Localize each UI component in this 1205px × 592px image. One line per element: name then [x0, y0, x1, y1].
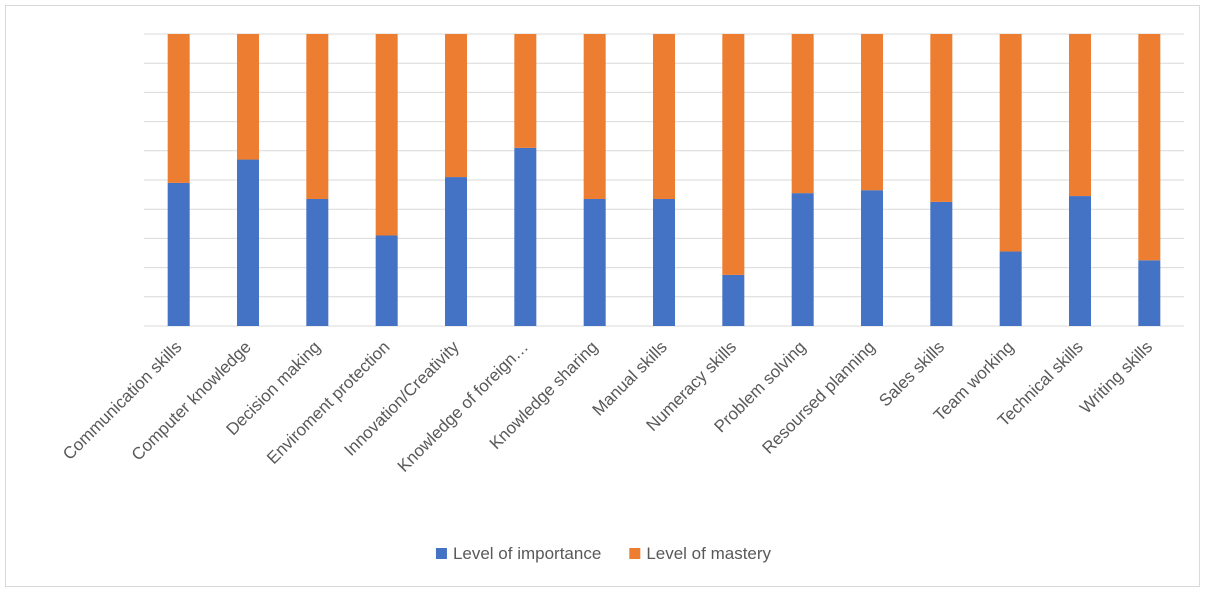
x-tick-label: Knowledge of foreign…: [394, 337, 532, 475]
legend: Level of importance Level of mastery: [435, 544, 772, 563]
x-tick-label: Innovation/Creativity: [340, 337, 463, 460]
bar-level-of-importance: [237, 159, 259, 326]
bar-level-of-importance: [1069, 196, 1091, 326]
bar-level-of-mastery: [722, 34, 745, 275]
legend-swatch-level-of-importance: [435, 548, 447, 559]
bar-level-of-importance: [861, 190, 883, 326]
bar-level-of-mastery: [653, 34, 675, 199]
bar-level-of-mastery: [306, 34, 329, 199]
bars: [167, 34, 1161, 326]
bar-level-of-mastery: [237, 34, 259, 160]
bar-level-of-mastery: [445, 34, 467, 178]
bar-level-of-importance: [1138, 260, 1161, 326]
bar-level-of-importance: [583, 198, 606, 326]
chart-frame: Communication skills Computer knowledge De…: [5, 5, 1200, 587]
bar-level-of-importance: [167, 182, 190, 326]
bar-level-of-importance: [930, 201, 953, 326]
bar-level-of-mastery: [791, 34, 814, 194]
bar-level-of-mastery: [167, 34, 190, 183]
x-tick-label: Resoursed planning: [758, 337, 878, 457]
bar-level-of-importance: [445, 177, 467, 326]
legend-label-level-of-mastery: Level of mastery: [646, 544, 771, 563]
x-tick-label: Sales skills: [875, 337, 948, 410]
bar-level-of-mastery: [583, 34, 606, 199]
x-tick-label: Communication skills: [59, 337, 185, 463]
bar-level-of-importance: [514, 147, 537, 326]
bar-level-of-mastery: [1069, 34, 1091, 197]
x-tick-label: Computer knowledge: [128, 337, 255, 464]
x-tick-label: Enviroment protection: [263, 337, 393, 467]
bar-level-of-importance: [791, 193, 814, 326]
bar-level-of-importance: [653, 198, 675, 326]
bar-level-of-importance: [999, 251, 1022, 326]
bar-level-of-mastery: [1138, 34, 1161, 261]
bar-level-of-mastery: [930, 34, 953, 202]
x-tick-label: Writing skills: [1076, 337, 1156, 417]
bar-level-of-mastery: [375, 34, 398, 236]
bar-level-of-importance: [306, 198, 329, 326]
bar-level-of-mastery: [999, 34, 1022, 252]
bar-level-of-importance: [375, 235, 398, 326]
legend-label-level-of-importance: Level of importance: [453, 544, 601, 563]
legend-swatch-level-of-mastery: [629, 548, 641, 559]
bar-level-of-mastery: [514, 34, 537, 148]
bar-level-of-mastery: [861, 34, 883, 191]
bar-level-of-importance: [722, 274, 745, 326]
